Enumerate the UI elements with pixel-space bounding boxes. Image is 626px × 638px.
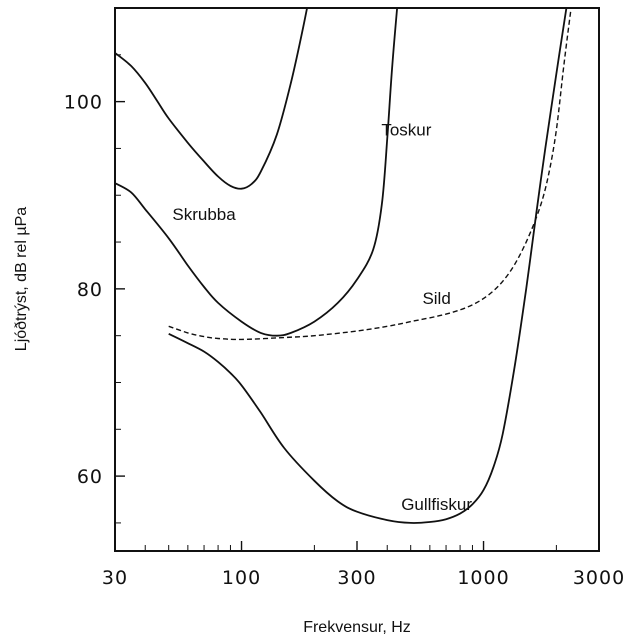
- x-tick-label: 100: [222, 567, 261, 589]
- x-axis-label: Frekvensur, Hz: [303, 619, 411, 636]
- curve-sild: [168, 8, 572, 341]
- x-tick-label: 300: [337, 567, 376, 589]
- curve-label-sild: Sild: [422, 289, 450, 308]
- y-tick-label: 80: [77, 279, 103, 301]
- curve-gullfiskur: [168, 8, 568, 524]
- curve-label-toskur: Toskur: [381, 121, 431, 140]
- curve-skrubba: [115, 8, 308, 190]
- y-tick-label: 100: [64, 92, 103, 114]
- y-axis-label: Ljóðtrýst, dB rel µPa: [13, 207, 30, 351]
- y-tick-label: 60: [77, 466, 103, 488]
- curves: [115, 8, 572, 524]
- curve-toskur: [115, 8, 399, 337]
- axis-ticks: [114, 7, 600, 551]
- x-tick-label: 30: [102, 567, 128, 589]
- curve-label-skrubba: Skrubba: [172, 205, 236, 224]
- x-tick-label: 1000: [457, 567, 509, 589]
- curve-labels: Skrubba Toskur Sild Gullfiskur: [172, 121, 472, 514]
- curve-label-gullfiskur: Gullfiskur: [401, 495, 472, 514]
- axis-tick-labels: 30 100 300 1000 3000 60 80 100: [64, 92, 625, 589]
- x-tick-label: 3000: [573, 567, 625, 589]
